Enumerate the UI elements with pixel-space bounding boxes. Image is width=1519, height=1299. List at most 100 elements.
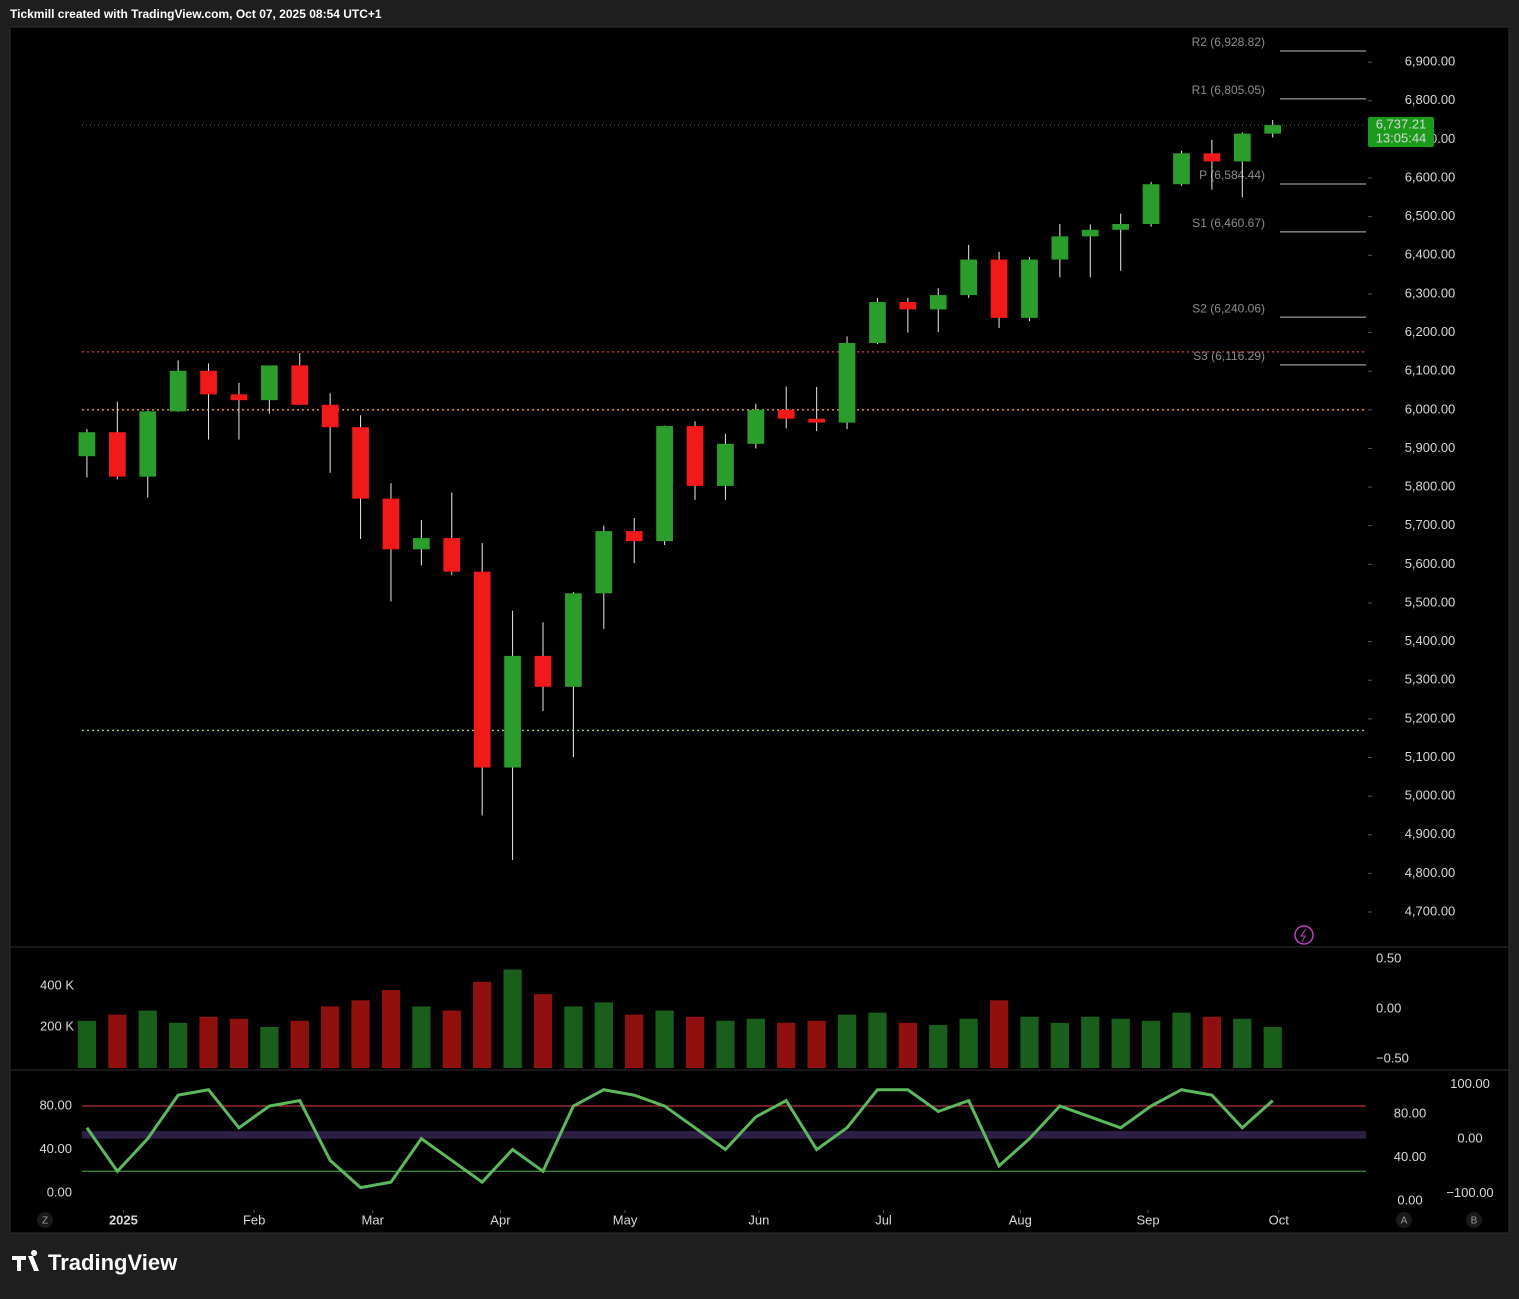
candle-body xyxy=(291,365,309,405)
button[interactable] xyxy=(37,1212,53,1228)
button[interactable] xyxy=(1466,1212,1482,1228)
candle-body xyxy=(625,531,643,542)
y-tick-label: 5,100.00 xyxy=(1405,749,1456,764)
candle-body xyxy=(656,426,673,542)
button-label[interactable]: Z xyxy=(42,1216,48,1227)
y-tick-label: 0.00 xyxy=(1397,1192,1422,1207)
candle-body xyxy=(747,409,765,444)
volume-bar xyxy=(837,1014,857,1068)
volume-bar xyxy=(199,1016,218,1068)
volume-bar xyxy=(260,1026,279,1068)
y-tick-label: 6,000.00 xyxy=(1405,401,1456,416)
volume-bar xyxy=(929,1024,948,1068)
x-tick-label: Mar xyxy=(362,1212,385,1227)
volume-bar xyxy=(412,1006,431,1068)
candle-body xyxy=(321,404,339,428)
pivot-label: R1 (6,805.05) xyxy=(1192,83,1265,97)
pivot-label: R2 (6,928.82) xyxy=(1192,35,1265,49)
volume-bar xyxy=(625,1014,644,1068)
candle-body xyxy=(960,259,978,296)
volume-bar xyxy=(321,1006,340,1068)
y2-tick-label: 100.00 xyxy=(1450,1076,1490,1091)
candle-body xyxy=(169,370,187,412)
logo xyxy=(12,1250,39,1271)
volume-bar xyxy=(594,1002,613,1068)
y2-tick-label: −0.50 xyxy=(1376,1050,1409,1065)
candle-body xyxy=(443,538,461,572)
button-label[interactable]: B xyxy=(1471,1216,1478,1227)
volume-bar xyxy=(685,1016,705,1068)
candle-body xyxy=(1021,259,1038,318)
candle-body xyxy=(473,571,491,768)
y2-tick-label: 0.50 xyxy=(1376,950,1401,965)
y-tick-label: 6,500.00 xyxy=(1405,208,1456,223)
y-tick-label: 6,300.00 xyxy=(1405,285,1456,300)
candle-body xyxy=(260,365,278,401)
x-tick-label: 2025 xyxy=(109,1212,138,1227)
candle-body xyxy=(504,655,521,768)
volume-bar xyxy=(716,1020,735,1068)
y-tick-label: 80.00 xyxy=(39,1097,72,1112)
volume-bar xyxy=(473,981,492,1068)
candle-body xyxy=(382,498,400,550)
y-tick-label: 0.00 xyxy=(47,1184,72,1199)
candle-body xyxy=(534,655,552,687)
y-tick-label: 5,500.00 xyxy=(1405,594,1456,609)
candle-body xyxy=(990,259,1008,318)
x-tick-label: Feb xyxy=(243,1212,265,1227)
volume-bar xyxy=(533,994,553,1068)
volume-bar xyxy=(503,969,522,1068)
candle-body xyxy=(1233,133,1251,162)
candle-body xyxy=(139,411,157,477)
candle-body xyxy=(777,409,795,419)
candle-body xyxy=(413,538,430,550)
volume-bar xyxy=(229,1018,249,1068)
last-price-box xyxy=(1368,117,1434,148)
candle-body xyxy=(1051,236,1069,260)
countdown-label: 13:05:44 xyxy=(1376,130,1427,145)
candle-body xyxy=(1264,125,1282,134)
alert-icon[interactable] xyxy=(1294,925,1314,945)
candle-body xyxy=(565,593,582,687)
candle-body xyxy=(1142,184,1160,225)
y-tick-label: 6,200.00 xyxy=(1405,324,1456,339)
y-tick-label: 4,800.00 xyxy=(1405,865,1456,880)
x-tick-label: Aug xyxy=(1009,1212,1032,1227)
volume-bar xyxy=(169,1022,188,1068)
last-price-label: 6,737.21 xyxy=(1376,116,1427,131)
volume-bar xyxy=(1111,1018,1130,1068)
button[interactable] xyxy=(1396,1212,1412,1228)
y-tick-label: 5,400.00 xyxy=(1405,633,1456,648)
candle-body xyxy=(1173,153,1190,185)
y-tick-label: 40.00 xyxy=(1394,1149,1427,1164)
volume-bar xyxy=(989,1000,1009,1068)
y-tick-label: 40.00 xyxy=(39,1141,72,1156)
x-tick-label: Sep xyxy=(1136,1212,1159,1227)
volume-bar xyxy=(868,1012,887,1068)
button-label[interactable]: A xyxy=(1401,1216,1408,1227)
volume-bar xyxy=(351,1000,370,1068)
candle-body xyxy=(108,432,126,477)
candle-body xyxy=(78,432,96,457)
volume-bar xyxy=(746,1018,765,1068)
y-tick-label: 5,800.00 xyxy=(1405,479,1456,494)
y-tick-label: 80.00 xyxy=(1394,1105,1427,1120)
pivot-label: S1 (6,460.67) xyxy=(1192,216,1265,230)
volume-bar xyxy=(898,1022,917,1068)
y-tick-label: 400 K xyxy=(40,977,74,992)
volume-bar xyxy=(138,1010,157,1068)
volume-bar xyxy=(777,1022,796,1068)
x-tick-label: Oct xyxy=(1269,1212,1290,1227)
volume-bar xyxy=(290,1020,309,1068)
y-tick-label: 5,300.00 xyxy=(1405,672,1456,687)
x-tick-label: May xyxy=(613,1212,638,1227)
pivot-label: S2 (6,240.06) xyxy=(1192,301,1265,315)
y-tick-label: 6,100.00 xyxy=(1405,363,1456,378)
x-tick-label: Jul xyxy=(875,1212,892,1227)
volume-bar xyxy=(108,1014,127,1068)
volume-bar xyxy=(959,1018,978,1068)
oscillator-line xyxy=(85,1088,1274,1190)
x-tick-label: Jun xyxy=(748,1212,769,1227)
